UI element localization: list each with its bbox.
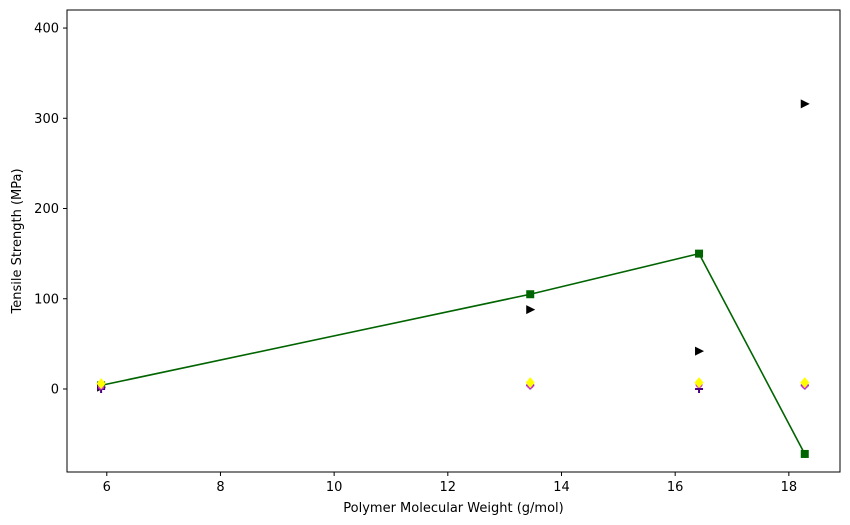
y-tick-label: 0 [51,382,59,397]
diamond-point [525,377,535,389]
x-tick-label: 14 [553,480,570,495]
x-tick-label: 6 [103,480,111,495]
diamond-point [694,377,704,389]
square-point [695,249,704,258]
y-tick-label: 400 [34,22,59,37]
x-tick-label: 18 [781,480,798,495]
square-point [526,290,535,299]
x-tick-label: 16 [667,480,684,495]
triangle-point [695,346,705,356]
y-tick-label: 200 [34,202,59,217]
triangle-point [526,305,536,315]
y-axis-ticks: 0 100 200 300 400 [34,22,67,397]
x-tick-label: 8 [216,480,224,495]
y-axis-title: Tensile Strength (MPa) [10,168,25,314]
x-tick-label: 10 [326,480,343,495]
square-point [800,449,809,458]
diamond-point [96,378,106,390]
triangle-point [800,99,810,109]
x-tick-label: 12 [440,480,457,495]
y-tick-label: 100 [34,292,59,307]
diamond-point [800,377,810,389]
y-tick-label: 300 [34,112,59,127]
x-axis-title: Polymer Molecular Weight (g/mol) [343,501,563,516]
chart-marks [96,99,810,458]
plot-area [66,9,841,473]
x-axis-ticks: 6 8 10 12 14 16 18 [103,472,797,495]
series-0-line [100,252,806,455]
